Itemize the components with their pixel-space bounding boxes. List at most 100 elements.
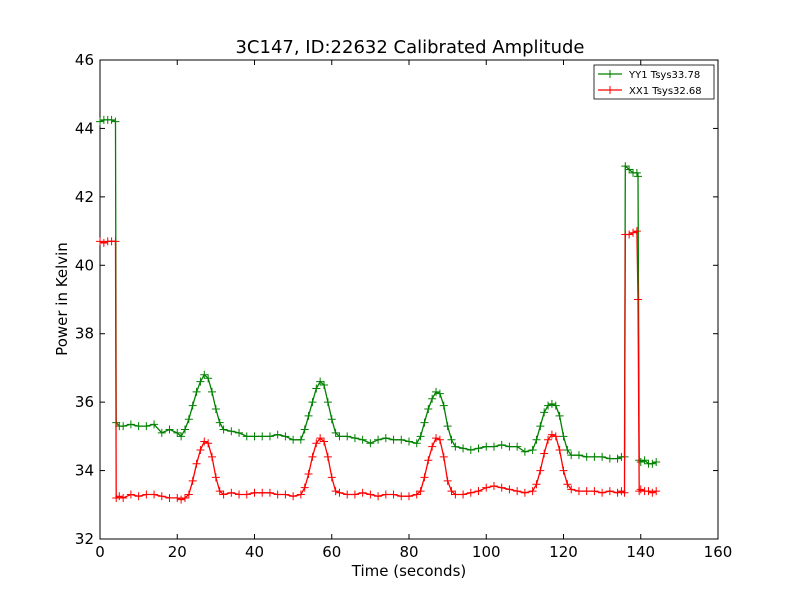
data-point-yy1 xyxy=(435,389,444,398)
data-point-yy1 xyxy=(432,387,441,396)
legend-box xyxy=(593,64,715,100)
data-point-yy1 xyxy=(111,117,120,126)
data-point-xx1 xyxy=(374,492,383,501)
data-point-yy1 xyxy=(621,162,630,171)
data-point-yy1 xyxy=(632,168,641,177)
data-point-xx1 xyxy=(424,456,433,465)
data-point-yy1 xyxy=(420,418,429,427)
x-tick-label: 160 xyxy=(704,543,733,561)
data-point-yy1 xyxy=(505,442,514,451)
data-point-xx1 xyxy=(620,488,629,497)
data-point-xx1 xyxy=(482,483,491,492)
data-point-yy1 xyxy=(405,437,413,446)
data-point-xx1 xyxy=(366,490,375,499)
data-point-xx1 xyxy=(513,487,522,496)
data-point-xx1 xyxy=(180,493,189,502)
data-point-yy1 xyxy=(304,411,313,420)
x-tick-label: 80 xyxy=(399,543,418,561)
data-point-xx1 xyxy=(273,490,282,499)
data-point-yy1 xyxy=(273,430,282,439)
data-point-xx1 xyxy=(227,488,236,497)
series-yy1 xyxy=(96,115,661,468)
series-line-yy1 xyxy=(99,119,657,465)
legend-marker-xx1 xyxy=(606,86,614,94)
data-point-yy1 xyxy=(157,428,166,437)
data-point-xx1 xyxy=(563,480,572,489)
data-point-xx1 xyxy=(211,473,220,482)
data-point-yy1 xyxy=(540,408,549,417)
data-point-yy1 xyxy=(327,415,336,424)
data-point-xx1 xyxy=(435,435,444,444)
data-point-xx1 xyxy=(111,237,120,246)
data-point-xx1 xyxy=(208,452,217,461)
data-point-yy1 xyxy=(397,435,406,444)
data-point-xx1 xyxy=(331,487,340,496)
data-point-xx1 xyxy=(574,487,583,496)
data-point-yy1 xyxy=(173,428,182,437)
series-layer xyxy=(96,115,661,504)
data-point-yy1 xyxy=(590,452,599,461)
data-point-xx1 xyxy=(625,230,634,239)
data-point-xx1 xyxy=(115,492,124,501)
data-point-yy1 xyxy=(489,442,498,451)
data-point-xx1 xyxy=(443,476,452,485)
data-point-xx1 xyxy=(165,493,174,502)
data-point-yy1 xyxy=(439,401,448,410)
data-point-yy1 xyxy=(451,442,460,451)
plot-area: 0 20 40 60 80 100 120 140 160 32 34 36 38 40 42 44 46 xyxy=(75,51,732,561)
data-point-yy1 xyxy=(648,459,657,468)
data-point-xx1 xyxy=(200,437,209,446)
data-point-yy1 xyxy=(281,432,290,441)
data-point-xx1 xyxy=(416,487,425,496)
series-xx1 xyxy=(96,227,661,504)
data-point-yy1 xyxy=(107,115,116,124)
data-point-yy1 xyxy=(459,444,468,453)
data-point-yy1 xyxy=(258,432,267,441)
data-point-yy1 xyxy=(165,425,174,434)
data-point-xx1 xyxy=(327,473,336,482)
data-point-yy1 xyxy=(574,451,583,460)
data-point-xx1 xyxy=(96,237,104,246)
data-point-xx1 xyxy=(652,487,661,496)
data-point-xx1 xyxy=(265,488,274,497)
data-point-xx1 xyxy=(412,490,421,499)
data-point-yy1 xyxy=(428,394,437,403)
data-point-yy1 xyxy=(605,454,614,463)
data-point-xx1 xyxy=(536,466,545,475)
data-point-xx1 xyxy=(316,434,325,443)
data-point-xx1 xyxy=(420,473,429,482)
data-point-xx1 xyxy=(389,490,398,499)
data-point-yy1 xyxy=(389,435,398,444)
data-point-yy1 xyxy=(482,442,491,451)
data-point-yy1 xyxy=(289,435,298,444)
data-point-xx1 xyxy=(459,490,468,499)
data-point-yy1 xyxy=(235,428,244,437)
data-point-xx1 xyxy=(335,488,344,497)
legend: YY1 Tsys33.78 XX1 Tsys32.68 xyxy=(593,64,715,100)
data-point-yy1 xyxy=(358,435,367,444)
data-point-xx1 xyxy=(636,485,645,494)
data-point-xx1 xyxy=(397,492,406,501)
data-point-xx1 xyxy=(308,452,317,461)
data-point-xx1 xyxy=(551,432,560,441)
data-point-xx1 xyxy=(547,430,556,439)
data-point-yy1 xyxy=(547,399,556,408)
data-point-xx1 xyxy=(192,459,201,468)
y-tick-label: 32 xyxy=(75,530,94,548)
data-point-xx1 xyxy=(134,492,143,501)
data-point-xx1 xyxy=(439,452,448,461)
data-point-xx1 xyxy=(540,449,549,458)
data-point-yy1 xyxy=(227,427,236,436)
data-point-xx1 xyxy=(157,492,166,501)
data-point-yy1 xyxy=(634,172,643,181)
data-point-xx1 xyxy=(605,487,614,496)
data-point-xx1 xyxy=(582,487,591,496)
data-point-yy1 xyxy=(598,452,607,461)
data-point-xx1 xyxy=(428,442,437,451)
x-tick-label: 0 xyxy=(95,543,105,561)
data-point-yy1 xyxy=(520,447,529,456)
data-point-yy1 xyxy=(142,422,151,431)
data-point-yy1 xyxy=(211,404,220,413)
data-point-yy1 xyxy=(366,439,375,448)
